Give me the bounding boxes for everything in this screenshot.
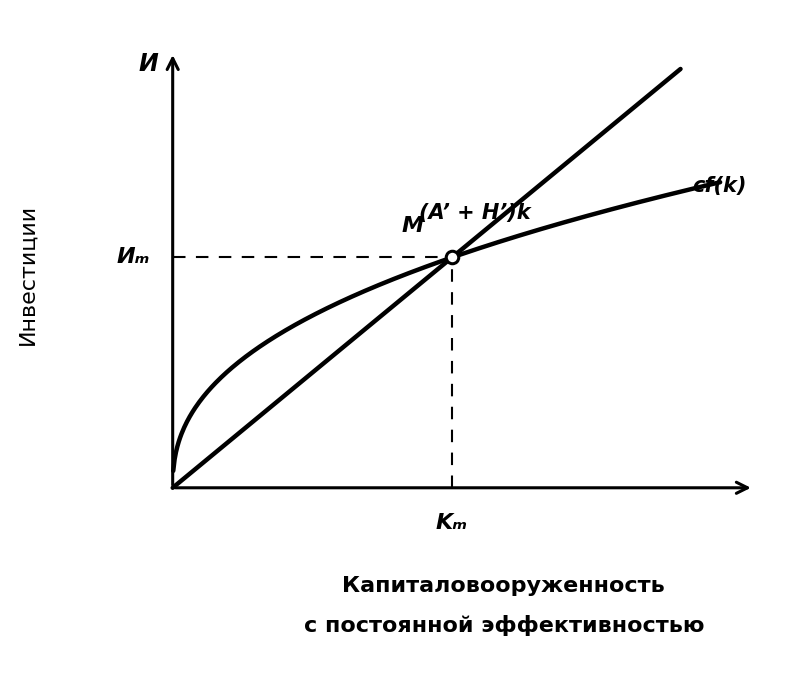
Text: M: M — [402, 217, 424, 236]
Text: (A’ + H’)k: (A’ + H’)k — [418, 203, 530, 223]
Text: cf(k): cf(k) — [692, 176, 746, 196]
Text: Иₘ: Иₘ — [117, 247, 150, 267]
Text: Капиталовооруженность: Капиталовооруженность — [342, 575, 666, 596]
Text: Инвестиции: Инвестиции — [18, 204, 38, 345]
Text: Kₘ: Kₘ — [436, 513, 468, 533]
Text: с постоянной эффективностью: с постоянной эффективностью — [303, 615, 704, 636]
Text: И: И — [139, 52, 158, 77]
